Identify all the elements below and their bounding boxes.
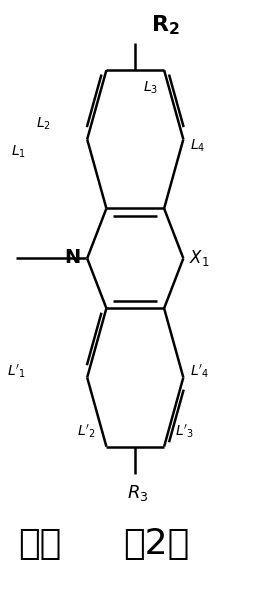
Text: $L'_3$: $L'_3$ [174, 423, 194, 441]
Text: $R_3$: $R_3$ [127, 483, 148, 503]
Text: $L'_4$: $L'_4$ [190, 362, 209, 380]
Text: $X_1$: $X_1$ [189, 248, 209, 268]
Text: （2）: （2） [123, 527, 189, 561]
Text: $L_3$: $L_3$ [143, 79, 158, 95]
Text: $L_4$: $L_4$ [190, 137, 205, 154]
Text: 通式: 通式 [18, 527, 62, 561]
Text: $L'_2$: $L'_2$ [77, 423, 96, 441]
Text: $L_1$: $L_1$ [11, 143, 26, 160]
Text: $\mathbf{N}$: $\mathbf{N}$ [64, 249, 81, 268]
Text: $L'_1$: $L'_1$ [7, 362, 26, 380]
Text: $L_2$: $L_2$ [36, 116, 51, 132]
Text: $\mathbf{R_2}$: $\mathbf{R_2}$ [151, 13, 180, 37]
